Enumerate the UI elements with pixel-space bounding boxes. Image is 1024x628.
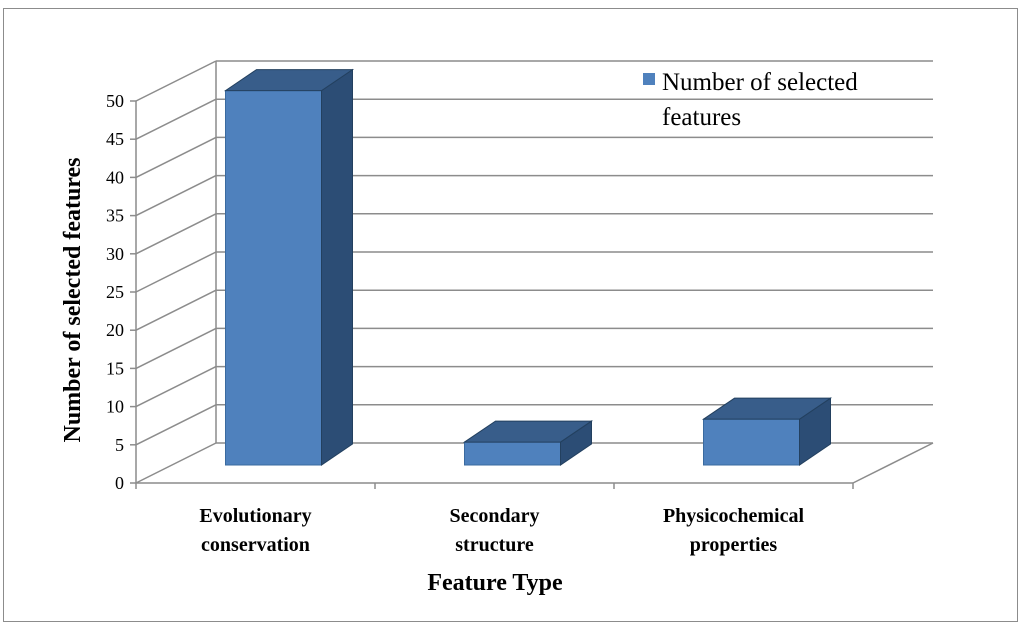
gridline-side (135, 98, 217, 140)
bar-front (464, 441, 561, 466)
gridline-side (135, 365, 217, 408)
y-tick-label: 40 (106, 167, 124, 187)
x-category-label: structure (455, 534, 534, 556)
x-category-label: conservation (201, 534, 310, 556)
gridline-side (135, 60, 217, 102)
x-axis-title: Feature Type (427, 570, 563, 596)
x-category-labels: Evolutionary conservation Secondary structu… (199, 505, 804, 556)
y-tick-label: 5 (115, 435, 124, 455)
bar-top (462, 420, 594, 443)
legend: Number of selected features (643, 69, 858, 131)
y-tick-label: 30 (106, 244, 124, 264)
bar-front (225, 90, 322, 466)
bars (223, 68, 833, 466)
bar (223, 68, 355, 466)
x-category-label: properties (690, 534, 778, 556)
y-tick-label: 50 (106, 91, 124, 111)
y-tick-labels: 0 5 10 15 20 25 30 35 40 45 50 (106, 91, 124, 493)
y-axis-title: Number of selected features (60, 157, 86, 442)
bar-top (701, 397, 833, 420)
bar-top (223, 69, 355, 92)
y-tick-label: 15 (106, 358, 124, 378)
legend-label-line1: Number of selected (662, 69, 858, 96)
gridline-side (135, 213, 217, 255)
legend-swatch (643, 73, 655, 85)
y-tick-label: 10 (106, 397, 124, 417)
y-tick-label: 35 (106, 206, 124, 226)
legend-label-line2: features (662, 104, 741, 131)
y-tick-label: 20 (106, 320, 124, 340)
x-category-label: Evolutionary (199, 505, 311, 527)
gridline-side (135, 404, 217, 446)
x-category-label: Physicochemical (663, 505, 805, 527)
bar-side (321, 68, 353, 466)
floor-right-edge (852, 442, 934, 484)
axes (130, 61, 934, 489)
gridline-side (135, 289, 217, 331)
chart-frame (3, 8, 1018, 622)
gridline-side (135, 136, 217, 179)
gridline-side (135, 251, 217, 293)
bar (462, 420, 594, 466)
y-tick-label: 25 (106, 282, 124, 302)
gridline-side (135, 174, 217, 217)
y-tick-label: 0 (115, 473, 124, 493)
x-category-label: Secondary (450, 505, 540, 527)
gridline-side (135, 442, 217, 484)
bar-front (703, 418, 800, 466)
y-tick-label: 45 (106, 129, 124, 149)
gridline-side (135, 327, 217, 370)
bar (701, 397, 833, 466)
